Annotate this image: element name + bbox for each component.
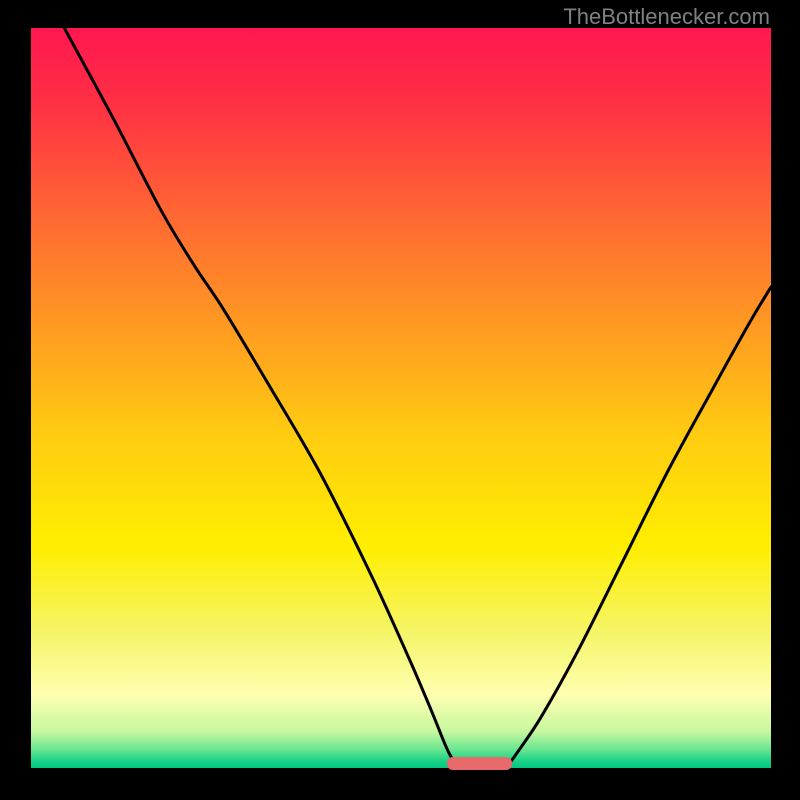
plot-area — [31, 28, 771, 768]
watermark-text: TheBottlenecker.com — [563, 4, 770, 30]
curve-path — [511, 287, 772, 762]
curve-path — [64, 28, 454, 762]
valley-marker — [447, 757, 512, 770]
chart-frame: TheBottlenecker.com — [0, 0, 800, 800]
bottleneck-curve — [31, 28, 771, 768]
